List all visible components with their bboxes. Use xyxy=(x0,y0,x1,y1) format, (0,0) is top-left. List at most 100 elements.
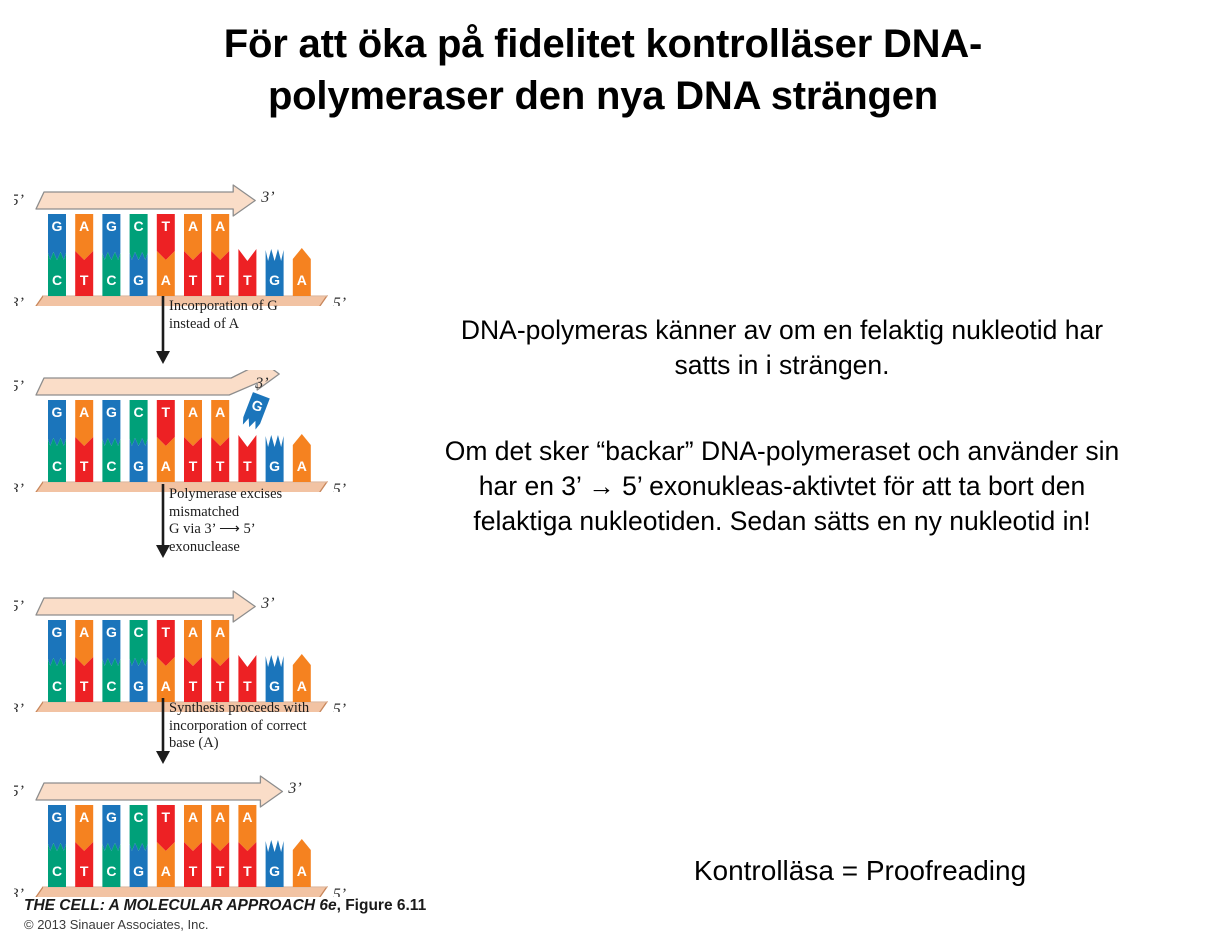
panel-4-graphic: GAGCTAAACTCGATTTGA5’3’3’5’ xyxy=(10,775,346,903)
svg-text:G: G xyxy=(133,678,144,694)
svg-text:C: C xyxy=(52,678,62,694)
closing-note: Kontrolläsa = Proofreading xyxy=(693,855,1027,886)
svg-text:T: T xyxy=(80,458,89,474)
caption-book-title: THE CELL: A MOLECULAR APPROACH 6e xyxy=(24,897,337,914)
svg-text:A: A xyxy=(297,272,307,288)
svg-text:C: C xyxy=(52,863,62,879)
svg-text:5’: 5’ xyxy=(333,295,346,306)
svg-text:A: A xyxy=(215,218,225,234)
svg-text:T: T xyxy=(162,809,171,825)
svg-text:3’: 3’ xyxy=(14,481,24,492)
svg-text:C: C xyxy=(52,272,62,288)
figure-caption: THE CELL: A MOLECULAR APPROACH 6e, Figur… xyxy=(24,897,544,932)
svg-text:5’: 5’ xyxy=(14,783,24,800)
svg-text:5’: 5’ xyxy=(333,481,346,492)
dna-proofreading-figure: GAGCTAACTCGATTTGA5’3’3’5’ GAGCTAACTCGATT… xyxy=(10,178,374,903)
step-3-label: Synthesis proceeds with incorporation of… xyxy=(169,700,310,752)
svg-text:A: A xyxy=(188,404,198,420)
panel-3-graphic: GAGCTAACTCGATTTGA5’3’3’5’ xyxy=(10,590,346,718)
svg-text:C: C xyxy=(52,458,62,474)
svg-text:T: T xyxy=(243,458,252,474)
caption-figure-number: , Figure 6.11 xyxy=(336,897,427,914)
step-2-label: Polymerase excises mismatched G via 3’ ⟶… xyxy=(169,486,283,556)
step-1-arrow-icon xyxy=(156,296,170,364)
body-paragraph-1: DNA-polymeras känner av om en felaktig n… xyxy=(460,315,1104,381)
svg-text:T: T xyxy=(216,272,225,288)
svg-text:C: C xyxy=(106,458,116,474)
svg-text:T: T xyxy=(243,272,252,288)
body-paragraph-2: Om det sker “backar” DNA-polymeraset och… xyxy=(444,436,1120,537)
svg-text:3’: 3’ xyxy=(260,189,274,206)
svg-text:3’: 3’ xyxy=(254,375,268,392)
svg-text:A: A xyxy=(297,863,307,879)
svg-text:G: G xyxy=(106,404,117,420)
panel-1-graphic: GAGCTAACTCGATTTGA5’3’3’5’ xyxy=(10,184,346,312)
svg-text:A: A xyxy=(161,458,171,474)
panel-4: GAGCTAAACTCGATTTGA5’3’3’5’ xyxy=(10,775,366,903)
svg-text:3’: 3’ xyxy=(14,886,24,897)
svg-text:T: T xyxy=(243,863,252,879)
svg-text:C: C xyxy=(134,218,144,234)
page-title: För att öka på fidelitet kontrolläser DN… xyxy=(80,18,1126,122)
svg-text:A: A xyxy=(161,272,171,288)
svg-text:C: C xyxy=(134,624,144,640)
svg-text:A: A xyxy=(188,218,198,234)
panel-3: GAGCTAACTCGATTTGA5’3’3’5’ xyxy=(10,590,366,718)
step-1-label: Incorporation of G instead of A xyxy=(169,298,278,332)
svg-text:3’: 3’ xyxy=(260,595,274,612)
svg-text:T: T xyxy=(243,678,252,694)
svg-text:T: T xyxy=(80,272,89,288)
svg-text:C: C xyxy=(106,863,116,879)
svg-text:T: T xyxy=(80,863,89,879)
svg-text:T: T xyxy=(189,458,198,474)
svg-text:T: T xyxy=(162,218,171,234)
svg-text:5’: 5’ xyxy=(333,886,346,897)
page-title-line-1: För att öka på fidelitet kontrolläser DN… xyxy=(223,22,983,66)
svg-text:A: A xyxy=(297,458,307,474)
svg-text:5’: 5’ xyxy=(14,378,24,395)
svg-text:C: C xyxy=(106,272,116,288)
panel-1: GAGCTAACTCGATTTGA5’3’3’5’ xyxy=(10,184,366,312)
svg-text:A: A xyxy=(79,624,89,640)
svg-text:A: A xyxy=(215,809,225,825)
svg-text:G: G xyxy=(133,458,144,474)
svg-text:G: G xyxy=(106,809,117,825)
svg-text:A: A xyxy=(79,218,89,234)
svg-text:A: A xyxy=(242,809,252,825)
step-3-arrow-icon xyxy=(156,698,170,764)
svg-text:C: C xyxy=(106,678,116,694)
svg-text:G: G xyxy=(52,624,63,640)
svg-text:T: T xyxy=(216,458,225,474)
svg-text:T: T xyxy=(80,678,89,694)
svg-text:A: A xyxy=(188,624,198,640)
svg-text:A: A xyxy=(79,404,89,420)
svg-text:G: G xyxy=(52,809,63,825)
svg-text:5’: 5’ xyxy=(14,192,24,209)
svg-text:G: G xyxy=(269,678,280,694)
svg-text:G: G xyxy=(269,458,280,474)
svg-text:3’: 3’ xyxy=(14,295,24,306)
svg-text:G: G xyxy=(106,218,117,234)
svg-text:5’: 5’ xyxy=(333,701,346,712)
svg-text:T: T xyxy=(162,404,171,420)
svg-text:G: G xyxy=(133,272,144,288)
svg-text:G: G xyxy=(52,404,63,420)
svg-text:5’: 5’ xyxy=(14,598,24,615)
svg-text:A: A xyxy=(297,678,307,694)
svg-text:G: G xyxy=(52,218,63,234)
svg-text:A: A xyxy=(161,863,171,879)
svg-text:C: C xyxy=(134,404,144,420)
svg-text:A: A xyxy=(79,809,89,825)
svg-text:T: T xyxy=(189,863,198,879)
svg-text:3’: 3’ xyxy=(14,701,24,712)
svg-text:G: G xyxy=(133,863,144,879)
svg-text:A: A xyxy=(215,624,225,640)
svg-text:G: G xyxy=(269,863,280,879)
caption-copyright: © 2013 Sinauer Associates, Inc. xyxy=(24,917,209,932)
svg-text:T: T xyxy=(189,678,198,694)
svg-text:G: G xyxy=(106,624,117,640)
svg-text:A: A xyxy=(188,809,198,825)
svg-text:G: G xyxy=(269,272,280,288)
